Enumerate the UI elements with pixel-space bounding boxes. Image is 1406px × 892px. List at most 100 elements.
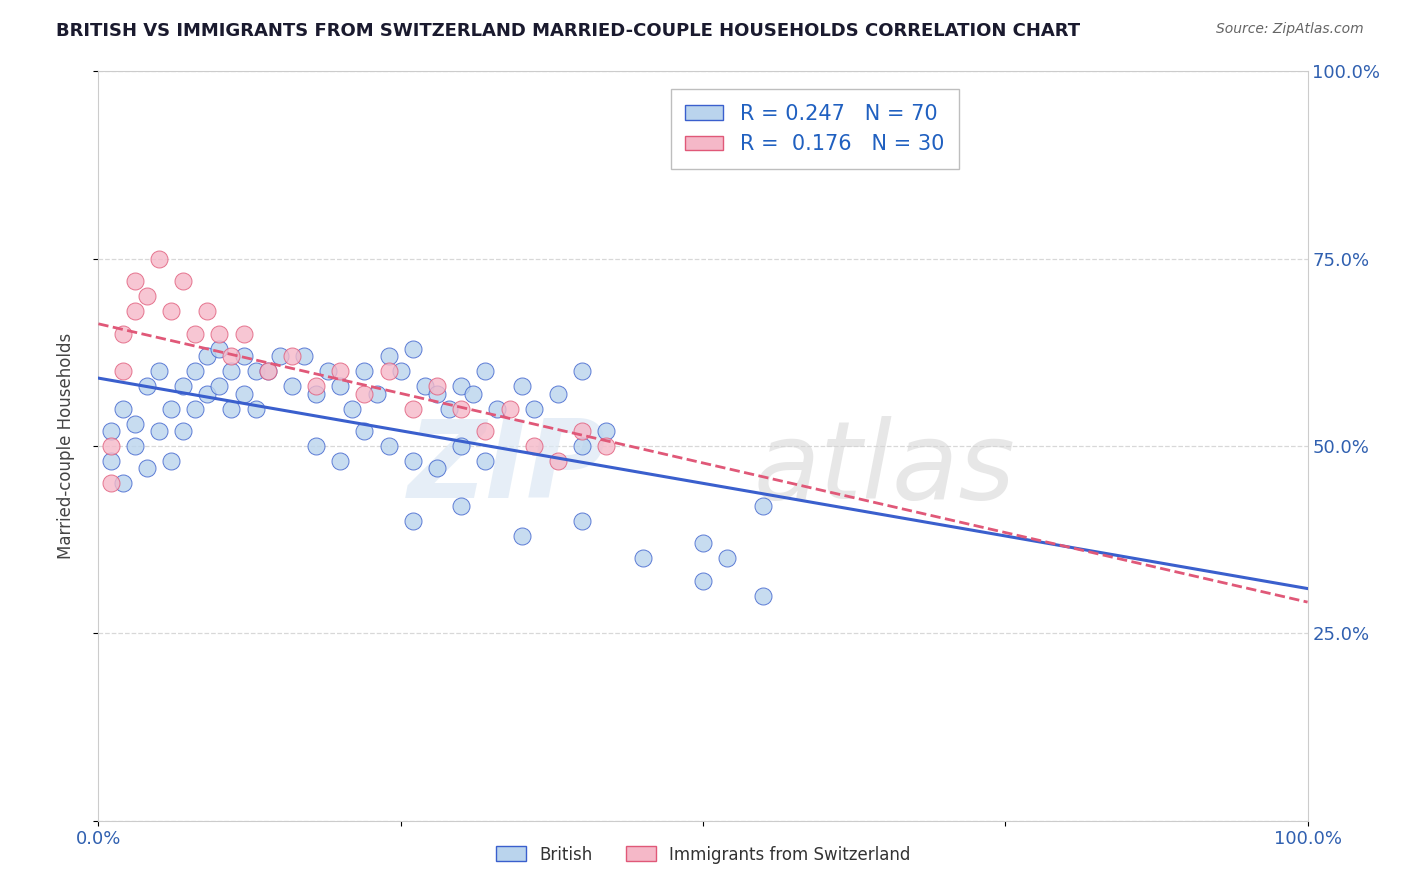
Point — [329, 364, 352, 378]
Point — [100, 439, 122, 453]
Point — [111, 476, 134, 491]
Point — [148, 364, 170, 378]
Point — [595, 424, 617, 438]
Point — [232, 326, 254, 341]
Point — [377, 364, 399, 378]
Point — [305, 386, 328, 401]
Point — [208, 326, 231, 341]
Point — [184, 326, 207, 341]
Point — [148, 252, 170, 266]
Point — [100, 476, 122, 491]
Point — [100, 454, 122, 468]
Point — [377, 439, 399, 453]
Point — [571, 424, 593, 438]
Point — [523, 439, 546, 453]
Point — [305, 439, 328, 453]
Point — [595, 439, 617, 453]
Point — [160, 304, 183, 318]
Legend: R = 0.247   N = 70, R =  0.176   N = 30: R = 0.247 N = 70, R = 0.176 N = 30 — [671, 89, 959, 169]
Point — [160, 401, 183, 416]
Point — [184, 401, 207, 416]
Point — [124, 304, 146, 318]
Point — [450, 401, 472, 416]
Point — [463, 386, 485, 401]
Point — [245, 364, 267, 378]
Point — [366, 386, 388, 401]
Point — [692, 536, 714, 550]
Point — [195, 349, 218, 363]
Point — [510, 379, 533, 393]
Point — [402, 401, 425, 416]
Point — [692, 574, 714, 588]
Point — [281, 349, 304, 363]
Point — [221, 401, 243, 416]
Point — [100, 424, 122, 438]
Point — [111, 326, 134, 341]
Point — [195, 386, 218, 401]
Point — [413, 379, 436, 393]
Point — [329, 379, 352, 393]
Point — [256, 364, 278, 378]
Point — [474, 454, 496, 468]
Point — [426, 386, 449, 401]
Point — [486, 401, 509, 416]
Point — [172, 274, 194, 288]
Point — [111, 364, 134, 378]
Point — [342, 401, 364, 416]
Point — [148, 424, 170, 438]
Point — [160, 454, 183, 468]
Legend: British, Immigrants from Switzerland: British, Immigrants from Switzerland — [489, 839, 917, 871]
Point — [474, 424, 496, 438]
Text: atlas: atlas — [754, 416, 1015, 521]
Point — [377, 349, 399, 363]
Point — [402, 454, 425, 468]
Point — [172, 379, 194, 393]
Point — [305, 379, 328, 393]
Point — [426, 379, 449, 393]
Point — [329, 454, 352, 468]
Point — [135, 379, 157, 393]
Text: ZIP: ZIP — [408, 416, 606, 522]
Point — [450, 439, 472, 453]
Point — [474, 364, 496, 378]
Point — [426, 461, 449, 475]
Text: Source: ZipAtlas.com: Source: ZipAtlas.com — [1216, 22, 1364, 37]
Point — [450, 499, 472, 513]
Point — [716, 551, 738, 566]
Point — [631, 551, 654, 566]
Text: BRITISH VS IMMIGRANTS FROM SWITZERLAND MARRIED-COUPLE HOUSEHOLDS CORRELATION CHA: BRITISH VS IMMIGRANTS FROM SWITZERLAND M… — [56, 22, 1080, 40]
Point — [281, 379, 304, 393]
Point — [135, 461, 157, 475]
Point — [523, 401, 546, 416]
Point — [124, 417, 146, 431]
Point — [353, 386, 375, 401]
Point — [195, 304, 218, 318]
Point — [752, 499, 775, 513]
Point — [353, 364, 375, 378]
Point — [256, 364, 278, 378]
Point — [547, 386, 569, 401]
Point — [571, 439, 593, 453]
Point — [232, 386, 254, 401]
Point — [752, 589, 775, 603]
Point — [437, 401, 460, 416]
Point — [221, 349, 243, 363]
Point — [316, 364, 339, 378]
Point — [124, 274, 146, 288]
Point — [389, 364, 412, 378]
Point — [402, 342, 425, 356]
Y-axis label: Married-couple Households: Married-couple Households — [56, 333, 75, 559]
Point — [135, 289, 157, 303]
Point — [172, 424, 194, 438]
Point — [208, 379, 231, 393]
Point — [353, 424, 375, 438]
Point — [221, 364, 243, 378]
Point — [245, 401, 267, 416]
Point — [498, 401, 520, 416]
Point — [402, 514, 425, 528]
Point — [124, 439, 146, 453]
Point — [292, 349, 315, 363]
Point — [269, 349, 291, 363]
Point — [571, 364, 593, 378]
Point — [232, 349, 254, 363]
